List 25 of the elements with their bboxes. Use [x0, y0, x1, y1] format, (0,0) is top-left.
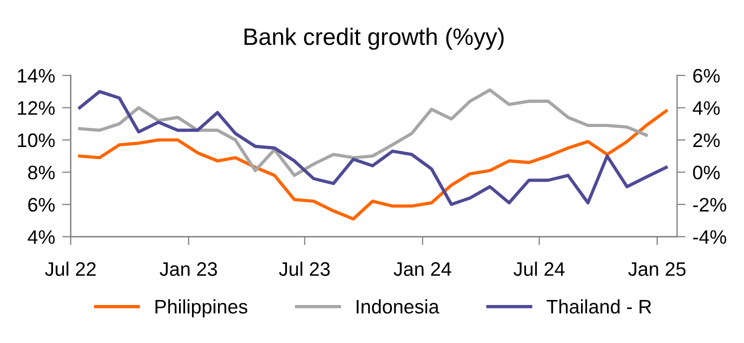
chart-title: Bank credit growth (%yy) — [244, 28, 504, 50]
y2-tick-label: 6% — [693, 68, 720, 83]
y2-tick-label: -4% — [693, 230, 726, 244]
y-tick-label: 8% — [28, 166, 55, 180]
y2-tick-label: 4% — [692, 101, 720, 115]
y-tick-label: 6% — [28, 198, 55, 212]
legend-label: Thailand - R — [546, 299, 652, 314]
legend-label: Philippines — [156, 299, 248, 318]
y-tick-label: 12% — [18, 101, 55, 115]
y-tick-label: 14% — [18, 69, 55, 83]
y2-tick-label: -2% — [693, 198, 726, 212]
y2-tick-label: 0% — [693, 166, 720, 180]
x-tick-label: Jan 25 — [628, 262, 686, 276]
legend-label: Indonesia — [356, 299, 440, 314]
y-tick-label: 10% — [18, 133, 55, 148]
x-tick-label: Jul 22 — [45, 262, 96, 276]
line-series — [78, 88, 648, 178]
y-tick-label: 4% — [28, 230, 55, 244]
x-tick-label: Jan 24 — [394, 262, 452, 276]
line-series — [78, 109, 668, 221]
y2-tick-label: 2% — [693, 133, 720, 148]
line-series — [78, 90, 668, 206]
x-tick-label: Jan 23 — [160, 262, 217, 276]
x-tick-label: Jul 23 — [278, 262, 330, 276]
x-tick-label: Jul 24 — [514, 262, 565, 276]
